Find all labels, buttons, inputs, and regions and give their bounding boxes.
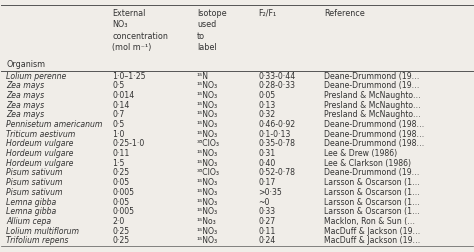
Text: Allium cepa: Allium cepa [6, 217, 51, 226]
Text: 0·32: 0·32 [258, 110, 275, 119]
Text: ³⁶ClO₃: ³⁶ClO₃ [197, 139, 220, 148]
Text: ¹⁵NO₃: ¹⁵NO₃ [197, 110, 218, 119]
Text: ~0: ~0 [258, 198, 270, 206]
Text: 0·7: 0·7 [112, 110, 124, 119]
Text: 0·05: 0·05 [112, 198, 129, 206]
Text: External
NO₃
concentration
(mol m⁻¹): External NO₃ concentration (mol m⁻¹) [112, 9, 168, 52]
Text: 0·14: 0·14 [112, 101, 129, 110]
Text: ¹⁵No₃: ¹⁵No₃ [197, 217, 217, 226]
Text: Zea mays: Zea mays [6, 91, 44, 100]
Text: 0·24: 0·24 [258, 236, 275, 245]
Text: 0·005: 0·005 [112, 188, 134, 197]
Text: Deane-Drummond (19…: Deane-Drummond (19… [324, 168, 419, 177]
Text: Deane-Drummond (198…: Deane-Drummond (198… [324, 120, 424, 129]
Text: Reference: Reference [324, 9, 365, 18]
Text: 0·1-0·13: 0·1-0·13 [258, 130, 291, 139]
Text: Organism: Organism [6, 60, 45, 69]
Text: Hordeum vulgare: Hordeum vulgare [6, 139, 73, 148]
Text: Deane-Drummond (19…: Deane-Drummond (19… [324, 72, 419, 81]
Text: 0·40: 0·40 [258, 159, 275, 168]
Text: 0·28-0·33: 0·28-0·33 [258, 81, 295, 90]
Text: Presland & McNaughto…: Presland & McNaughto… [324, 110, 421, 119]
Text: 0·31: 0·31 [258, 149, 275, 158]
Text: 0·13: 0·13 [258, 101, 275, 110]
Text: ¹⁵NO₃: ¹⁵NO₃ [197, 130, 218, 139]
Text: 2·0: 2·0 [112, 217, 124, 226]
Text: 0·25-1·0: 0·25-1·0 [112, 139, 145, 148]
Text: Lolium multiflorum: Lolium multiflorum [6, 227, 79, 236]
Text: Larsson & Oscarson (1…: Larsson & Oscarson (1… [324, 207, 420, 216]
Text: 0·25: 0·25 [112, 236, 129, 245]
Text: 0·5: 0·5 [112, 120, 124, 129]
Text: Triticum aestivum: Triticum aestivum [6, 130, 75, 139]
Text: ¹⁵NO₃: ¹⁵NO₃ [197, 227, 218, 236]
Text: 0·35-0·78: 0·35-0·78 [258, 139, 295, 148]
Text: Lolium perenne: Lolium perenne [6, 72, 66, 81]
Text: 0·25: 0·25 [112, 168, 129, 177]
Text: 0·11: 0·11 [112, 149, 129, 158]
Text: Larsson & Oscarson (1…: Larsson & Oscarson (1… [324, 198, 420, 206]
Text: 0·33-0·44: 0·33-0·44 [258, 72, 295, 81]
Text: 0·25: 0·25 [112, 227, 129, 236]
Text: Larsson & Oscarson (1…: Larsson & Oscarson (1… [324, 188, 420, 197]
Text: >0·35: >0·35 [258, 188, 282, 197]
Text: Deane-Drummond (19…: Deane-Drummond (19… [324, 81, 419, 90]
Text: 0·014: 0·014 [112, 91, 134, 100]
Text: Zea mays: Zea mays [6, 101, 44, 110]
Text: ¹⁵NO₃: ¹⁵NO₃ [197, 207, 218, 216]
Text: 0·46-0·92: 0·46-0·92 [258, 120, 295, 129]
Text: Deane-Drummond (198…: Deane-Drummond (198… [324, 130, 424, 139]
Text: Pennisetum americanum: Pennisetum americanum [6, 120, 102, 129]
Text: 0·17: 0·17 [258, 178, 275, 187]
Text: 1·0: 1·0 [112, 130, 125, 139]
Text: Larsson & Oscarson (1…: Larsson & Oscarson (1… [324, 178, 420, 187]
Text: Deane-Drummond (198…: Deane-Drummond (198… [324, 139, 424, 148]
Text: ¹⁵NO₃: ¹⁵NO₃ [197, 81, 218, 90]
Text: ¹⁵NO₃: ¹⁵NO₃ [197, 101, 218, 110]
Text: ¹⁵NO₃: ¹⁵NO₃ [197, 159, 218, 168]
Text: Hordeum vulgare: Hordeum vulgare [6, 149, 73, 158]
Text: ³⁶ClO₃: ³⁶ClO₃ [197, 168, 220, 177]
Text: Lemna gibba: Lemna gibba [6, 198, 56, 206]
Text: Hordeum vulgare: Hordeum vulgare [6, 159, 73, 168]
Text: 0·05: 0·05 [258, 91, 275, 100]
Text: Lee & Clarkson (1986): Lee & Clarkson (1986) [324, 159, 411, 168]
Text: Presland & McNaughto…: Presland & McNaughto… [324, 101, 421, 110]
Text: ¹⁵NO₃: ¹⁵NO₃ [197, 149, 218, 158]
Text: Pisum sativum: Pisum sativum [6, 188, 63, 197]
Text: 0·52-0·78: 0·52-0·78 [258, 168, 295, 177]
Text: 0·33: 0·33 [258, 207, 275, 216]
Text: MacDuff & Jackson (19…: MacDuff & Jackson (19… [324, 236, 420, 245]
Text: 0·27: 0·27 [258, 217, 275, 226]
Text: Pisum sativum: Pisum sativum [6, 168, 63, 177]
Text: Lemna gibba: Lemna gibba [6, 207, 56, 216]
Text: 1·0–1·25: 1·0–1·25 [112, 72, 146, 81]
Text: 0·11: 0·11 [258, 227, 275, 236]
Text: Trifolium repens: Trifolium repens [6, 236, 68, 245]
Text: Pisum sativum: Pisum sativum [6, 178, 63, 187]
Text: ¹⁵N: ¹⁵N [197, 72, 209, 81]
Text: Isotope
used
to
label: Isotope used to label [197, 9, 227, 52]
Text: 0·05: 0·05 [112, 178, 129, 187]
Text: Presland & McNaughto…: Presland & McNaughto… [324, 91, 421, 100]
Text: ¹⁵NO₃: ¹⁵NO₃ [197, 198, 218, 206]
Text: ¹⁵NO₃: ¹⁵NO₃ [197, 178, 218, 187]
Text: Zea mays: Zea mays [6, 81, 44, 90]
Text: 0·5: 0·5 [112, 81, 124, 90]
Text: Macklon, Ron & Sun (…: Macklon, Ron & Sun (… [324, 217, 415, 226]
Text: ¹⁵NO₃: ¹⁵NO₃ [197, 188, 218, 197]
Text: Lee & Drew (1986): Lee & Drew (1986) [324, 149, 397, 158]
Text: ¹⁵NO₃: ¹⁵NO₃ [197, 120, 218, 129]
Text: 1·5: 1·5 [112, 159, 125, 168]
Text: ¹⁵NO₃: ¹⁵NO₃ [197, 236, 218, 245]
Text: F₂/F₁: F₂/F₁ [258, 9, 276, 18]
Text: 0·005: 0·005 [112, 207, 134, 216]
Text: ¹⁵NO₃: ¹⁵NO₃ [197, 91, 218, 100]
Text: MacDuff & Jackson (19…: MacDuff & Jackson (19… [324, 227, 420, 236]
Text: Zea mays: Zea mays [6, 110, 44, 119]
